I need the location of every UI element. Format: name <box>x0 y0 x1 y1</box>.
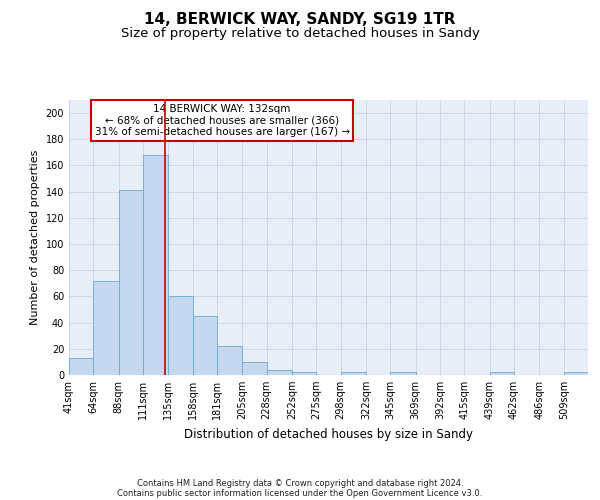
Bar <box>69 358 93 375</box>
Bar <box>217 346 242 375</box>
Bar <box>169 296 193 375</box>
Bar <box>564 372 588 375</box>
Bar <box>143 155 168 375</box>
Bar <box>490 372 514 375</box>
Text: Contains public sector information licensed under the Open Government Licence v3: Contains public sector information licen… <box>118 488 482 498</box>
Bar <box>119 190 143 375</box>
Text: 14 BERWICK WAY: 132sqm
← 68% of detached houses are smaller (366)
31% of semi-de: 14 BERWICK WAY: 132sqm ← 68% of detached… <box>95 104 350 138</box>
Bar <box>94 280 119 375</box>
Y-axis label: Number of detached properties: Number of detached properties <box>30 150 40 325</box>
Bar <box>267 370 292 375</box>
X-axis label: Distribution of detached houses by size in Sandy: Distribution of detached houses by size … <box>184 428 473 440</box>
Bar <box>242 362 266 375</box>
Text: Size of property relative to detached houses in Sandy: Size of property relative to detached ho… <box>121 28 479 40</box>
Text: Contains HM Land Registry data © Crown copyright and database right 2024.: Contains HM Land Registry data © Crown c… <box>137 478 463 488</box>
Bar <box>341 372 366 375</box>
Bar <box>391 372 416 375</box>
Bar <box>193 316 217 375</box>
Bar <box>292 372 316 375</box>
Text: 14, BERWICK WAY, SANDY, SG19 1TR: 14, BERWICK WAY, SANDY, SG19 1TR <box>144 12 456 28</box>
